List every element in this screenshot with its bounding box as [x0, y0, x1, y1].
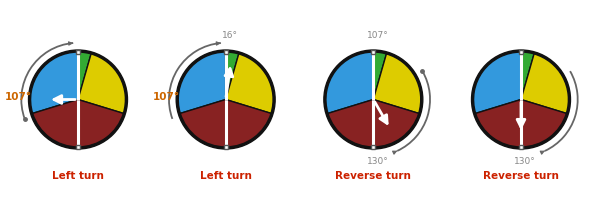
- Wedge shape: [373, 52, 386, 100]
- Text: 130°: 130°: [515, 157, 536, 166]
- Wedge shape: [180, 100, 271, 147]
- Text: 107°: 107°: [5, 92, 32, 102]
- Wedge shape: [226, 54, 273, 113]
- Circle shape: [176, 50, 275, 149]
- Wedge shape: [78, 54, 125, 113]
- Text: 130°: 130°: [367, 157, 388, 166]
- Text: 16°: 16°: [222, 31, 238, 40]
- Wedge shape: [78, 52, 91, 100]
- Text: Reverse turn: Reverse turn: [335, 171, 412, 181]
- Circle shape: [471, 50, 570, 149]
- Circle shape: [324, 50, 423, 149]
- Text: Left turn: Left turn: [199, 171, 252, 181]
- Wedge shape: [179, 52, 226, 113]
- Wedge shape: [474, 52, 521, 113]
- Wedge shape: [33, 100, 123, 147]
- Wedge shape: [31, 52, 78, 113]
- Wedge shape: [328, 100, 419, 147]
- Text: 107°: 107°: [367, 31, 388, 40]
- Wedge shape: [226, 52, 239, 100]
- Wedge shape: [521, 54, 568, 113]
- Text: Reverse turn: Reverse turn: [483, 171, 559, 181]
- Text: Left turn: Left turn: [52, 171, 104, 181]
- Text: 107°: 107°: [153, 92, 180, 102]
- Wedge shape: [326, 52, 373, 113]
- Wedge shape: [476, 100, 566, 147]
- Circle shape: [29, 50, 128, 149]
- Wedge shape: [521, 52, 534, 100]
- Wedge shape: [373, 54, 420, 113]
